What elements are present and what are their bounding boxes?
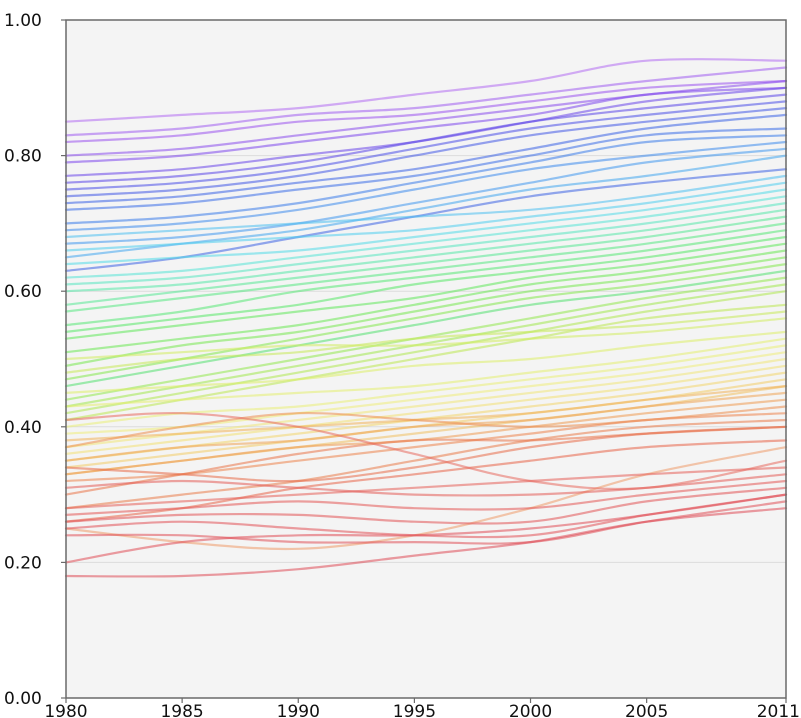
series-line-60 [64,479,788,516]
series-line-11 [64,127,788,211]
series-line-29 [64,256,788,367]
series-line-21 [64,202,788,286]
series-line-48 [64,391,788,462]
series-line-36 [64,310,788,374]
x-tick-label: 1985 [160,702,203,718]
series-line-8 [64,100,788,191]
series-lines [64,58,788,578]
series-line-64 [64,493,788,564]
series-line-39 [64,337,788,408]
series-line-19 [64,188,788,266]
y-tick-label: 0.60 [4,282,42,302]
series-line-12 [64,134,788,225]
series-line-59 [64,473,788,497]
series-line-24 [64,222,788,313]
series-line-43 [64,364,788,455]
x-axis: 1980 1985 1990 1995 2000 2005 2011 [44,698,800,718]
series-line-38 [64,330,788,394]
x-tick-label: 2005 [625,702,668,718]
x-tick-label: 2000 [509,702,552,718]
series-line-3 [64,79,788,144]
series-line-61 [64,486,788,525]
x-tick-label: 1980 [44,702,87,718]
series-line-22 [64,208,788,293]
y-axis: 0.00 0.20 0.40 0.60 0.80 1.00 [4,11,66,709]
plot-frame [65,19,787,699]
y-tick-label: 0.40 [4,418,42,438]
series-line-52 [64,418,788,510]
series-line-17 [64,174,788,239]
series-line-5 [64,86,788,164]
x-tick-label: 1990 [277,702,320,718]
series-line-2 [64,66,788,137]
series-line-65 [64,507,788,578]
series-line-13 [64,140,788,232]
series-line-9 [64,107,788,198]
y-tick-label: 0.80 [4,147,42,167]
x-tick-label: 1995 [393,702,436,718]
series-line-20 [64,195,788,279]
y-tick-label: 1.00 [4,11,42,31]
series-line-10 [64,113,788,205]
series-line-7 [64,93,788,184]
series-line-58 [64,466,788,510]
series-line-18 [64,181,788,252]
series-line-28 [64,249,788,354]
series-line-26 [64,235,788,333]
series-line-14 [64,147,788,245]
series-line-31 [64,269,788,388]
series-line-54 [64,425,788,483]
series-line-27 [64,242,788,340]
series-line-34 [64,290,788,415]
series-line-1 [64,58,788,123]
x-tick-label: 2011 [757,702,800,718]
y-tick-label: 0.00 [4,689,42,709]
y-tick-label: 0.20 [4,553,42,573]
series-line-37 [64,317,788,361]
series-line-25 [64,229,788,327]
series-line-23 [64,215,788,306]
